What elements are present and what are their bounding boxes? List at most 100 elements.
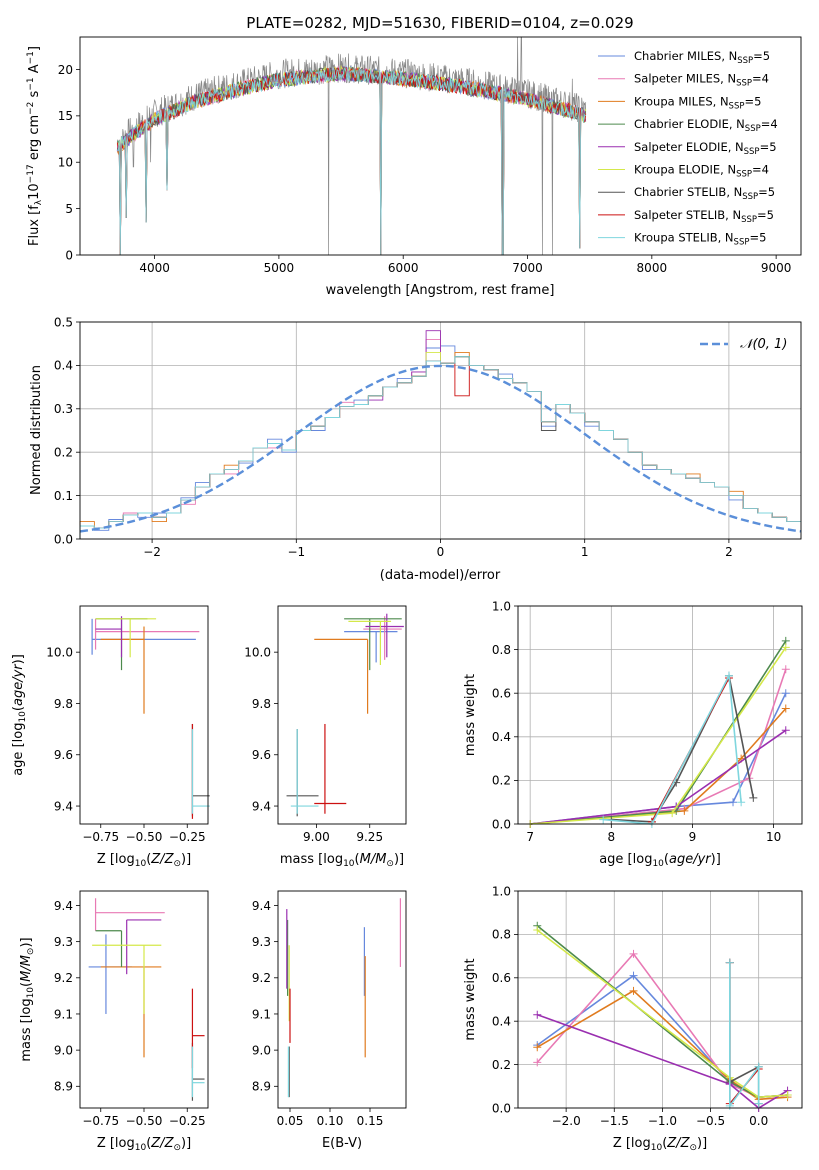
legend-label-kroupa_stelib: Kroupa STELIB, NSSP=5	[634, 231, 766, 248]
legend-label-kroupa_elodie: Kroupa ELODIE, NSSP=4	[634, 163, 769, 180]
errorbar-salpeter_stelib	[191, 988, 205, 1069]
x-tick-label: 4000	[139, 261, 170, 275]
series-marker-salpeter_elodie	[533, 1010, 542, 1019]
y-tick-label: 0.6	[492, 971, 511, 985]
y-tick-label: 1.0	[492, 884, 511, 898]
series-line-chabrier_stelib	[611, 673, 755, 823]
x-tick-label: −0.75	[82, 830, 119, 844]
series-marker-chabrier_miles	[781, 689, 790, 698]
errorbar-kroupa_miles	[100, 626, 145, 714]
y-tick-label: 10.0	[46, 645, 73, 659]
series-marker-chabrier_stelib	[749, 793, 758, 802]
x-tick-label: 0	[437, 545, 445, 559]
residuals-frame	[79, 321, 802, 540]
y-tick-label: 9.4	[54, 799, 73, 813]
mass_weight_vs_Z-xlabel: Z [log10(Z/Z⊙)]	[613, 1136, 707, 1153]
series-line-kroupa_elodie	[530, 646, 787, 825]
y-tick-label: 0	[65, 248, 73, 262]
y-tick-label: 15	[58, 109, 73, 123]
series-marker-kroupa_stelib	[599, 815, 608, 824]
mass_vs_ebv-axes: 0.05 0.10 0.15 8.9 9.0 9.1 9.2 9.3 9.4	[252, 899, 383, 1128]
y-tick-label: 0.4	[492, 730, 511, 744]
x-tick-label: 9	[689, 830, 697, 844]
y-tick-label: 10	[58, 156, 73, 170]
y-tick-label: 10.0	[244, 645, 271, 659]
series-marker-kroupa_miles	[680, 806, 689, 815]
mass_weight_vs_Z-frame	[517, 890, 803, 1109]
y-tick-label: 9.4	[252, 899, 271, 913]
mass_weight_vs_age-frame	[517, 605, 803, 825]
age_vs_Z-axes: −0.75 −0.50 −0.25 9.4 9.6 9.8 10.0	[46, 645, 205, 844]
x-tick-label: −0.75	[82, 1114, 119, 1128]
x-tick-label: −1.0	[648, 1114, 677, 1128]
age_vs_Z-frame	[79, 605, 209, 825]
series-marker-salpeter_miles	[629, 949, 638, 958]
y-tick-label: 9.4	[252, 799, 271, 813]
y-tick-label: 8.9	[252, 1080, 271, 1094]
series-marker-kroupa_elodie	[668, 809, 677, 818]
x-tick-label: 7	[526, 830, 534, 844]
series-line-salpeter_elodie	[537, 1013, 789, 1109]
errorbar-kroupa_stelib	[191, 1046, 205, 1098]
errorbar-chabrier_stelib	[286, 729, 319, 817]
x-tick-label: −0.25	[169, 830, 206, 844]
series-marker-chabrier_miles	[729, 798, 738, 807]
spectrum-axes: 4000 5000 6000 7000 8000 9000 0 5 10 15 20	[58, 63, 792, 275]
legend-label-kroupa_miles: Kroupa MILES, NSSP=5	[634, 94, 761, 111]
y-tick-label: 9.1	[54, 1007, 73, 1021]
y-tick-label: 0.2	[492, 1058, 511, 1072]
x-tick-label: −2	[143, 545, 161, 559]
errorbar-kroupa_elodie	[348, 620, 392, 665]
legend-label-salpeter_elodie: Salpeter ELODIE, NSSP=5	[634, 140, 777, 157]
spectrum-frame	[79, 36, 802, 256]
series-marker-kroupa_miles	[629, 986, 638, 995]
x-tick-label: −0.25	[169, 1114, 206, 1128]
series-line-kroupa_stelib	[729, 962, 760, 1109]
legend-label-chabrier_miles: Chabrier MILES, NSSP=5	[634, 49, 770, 66]
y-tick-label: 9.2	[54, 971, 73, 985]
errorbar-chabrier_elodie	[95, 930, 123, 967]
series-marker-kroupa_elodie	[783, 1090, 792, 1099]
age_vs_mass-frame	[277, 605, 407, 825]
y-tick-label: 9.2	[252, 971, 271, 985]
series-marker-kroupa_miles	[781, 704, 790, 713]
y-tick-label: 9.8	[54, 697, 73, 711]
y-tick-label: 0.2	[54, 446, 73, 460]
errorbar-kroupa_stelib	[290, 729, 319, 814]
errorbar-salpeter_elodie	[95, 616, 123, 658]
legend-label-chabrier_stelib: Chabrier STELIB, NSSP=5	[634, 185, 775, 202]
y-tick-label: 0.0	[492, 817, 511, 831]
series-marker-kroupa_stelib	[725, 1101, 734, 1110]
errorbar-kroupa_stelib	[191, 729, 210, 814]
y-tick-label: 9.3	[54, 935, 73, 949]
errorbar-chabrier_miles	[88, 934, 132, 1014]
series-line-kroupa_stelib	[603, 673, 742, 825]
errorbar-chabrier_elodie	[344, 618, 402, 671]
spectrum-model-kroupa_stelib	[117, 66, 587, 256]
series-marker-kroupa_stelib	[725, 958, 734, 967]
legend-label-chabrier_elodie: Chabrier ELODIE, NSSP=4	[634, 117, 778, 134]
mass_weight_vs_age-axes: 7 8 9 10 0.0 0.2 0.4 0.6 0.8 1.0	[492, 599, 802, 844]
figure-title: PLATE=0282, MJD=51630, FIBERID=0104, z=0…	[246, 14, 633, 32]
mass_weight_vs_age-ylabel: mass weight	[463, 674, 478, 756]
series-marker-salpeter_miles	[533, 1058, 542, 1067]
y-tick-label: 9.6	[252, 748, 271, 762]
y-tick-label: 8.9	[54, 1080, 73, 1094]
x-tick-label: 8	[607, 830, 615, 844]
x-tick-label: 0.15	[357, 1114, 384, 1128]
y-tick-label: 0.8	[492, 928, 511, 942]
legend-label-salpeter_miles: Salpeter MILES, NSSP=4	[634, 72, 769, 89]
x-tick-label: 6000	[388, 261, 419, 275]
series-marker-chabrier_miles	[629, 971, 638, 980]
age_vs_mass-xlabel: mass [log10(M/M⊙)]	[280, 852, 404, 869]
series-marker-kroupa_stelib	[754, 1062, 763, 1071]
y-tick-label: 0.8	[492, 643, 511, 657]
errorbar-chabrier_stelib	[191, 1042, 205, 1101]
mass_vs_Z-frame	[79, 890, 209, 1109]
residuals-xlabel: (data-model)/error	[380, 568, 501, 583]
normal-curve	[79, 364, 802, 533]
y-tick-label: 0.3	[54, 402, 73, 416]
y-tick-label: 0.0	[54, 532, 73, 546]
x-tick-label: −2.0	[552, 1114, 581, 1128]
mass_vs_Z-ylabel: mass [log10(M/M⊙)]	[19, 937, 36, 1061]
